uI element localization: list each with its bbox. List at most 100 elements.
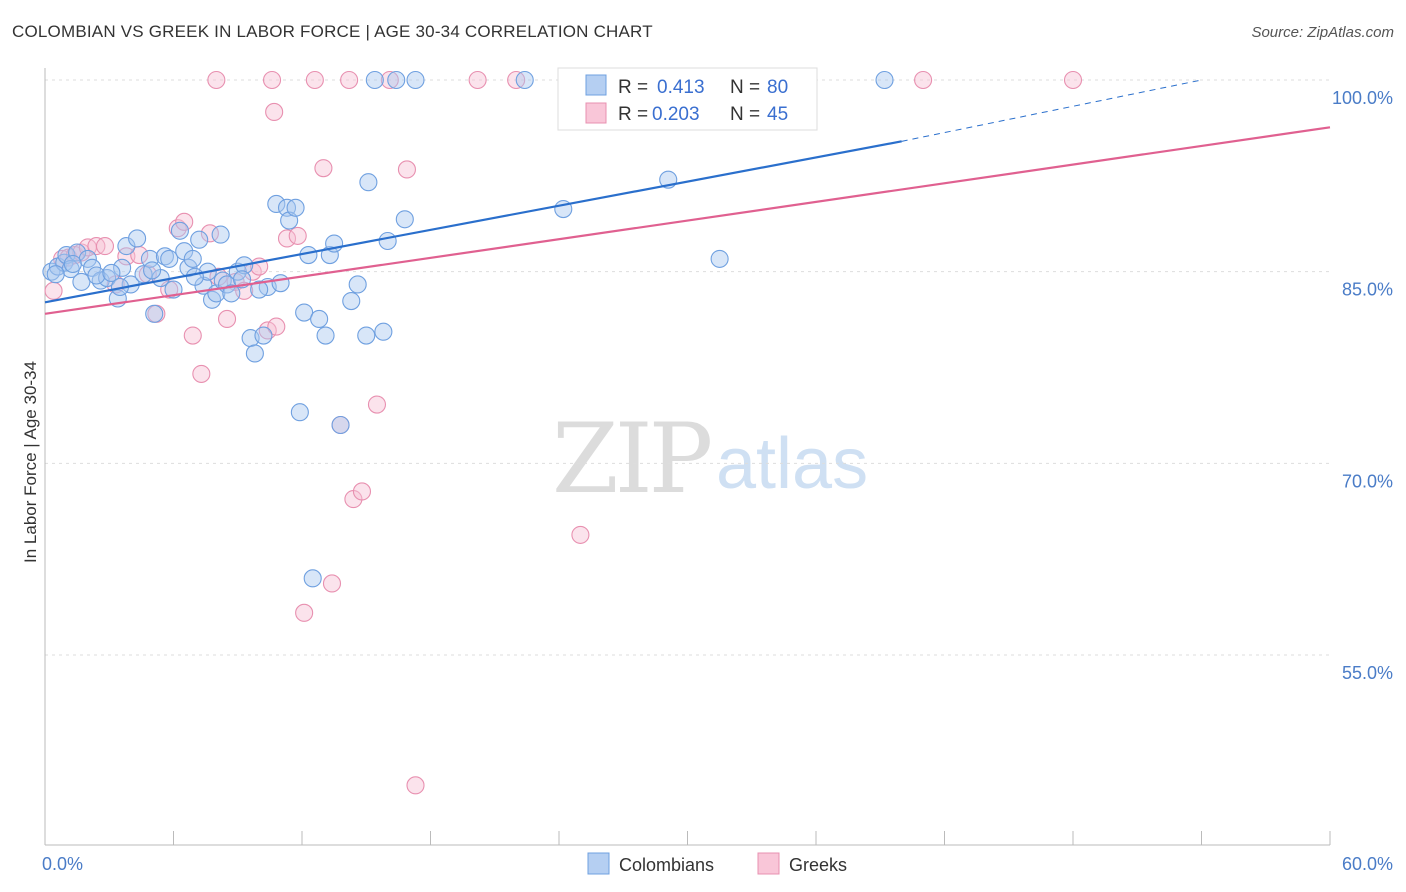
greek-point-46: [914, 70, 933, 90]
colombian-point-43: [271, 274, 290, 293]
watermark-atlas: atlas: [716, 424, 868, 504]
legend-n-label-greeks: N =: [730, 104, 760, 125]
legend-r-value-colombians: 0.413: [657, 77, 705, 98]
legend-swatch-colombians: [585, 74, 607, 96]
x-tick-label-1: 60.0%: [1342, 854, 1393, 874]
greek-point-43: [571, 525, 590, 544]
colombian-point-50: [303, 569, 322, 588]
tick-labels: 100.0% 85.0% 70.0% 55.0% 0.0% 60.0%: [42, 88, 1393, 874]
colombian-point-53: [320, 246, 339, 265]
colombian-point-15: [128, 229, 147, 248]
colombian-point-57: [348, 275, 367, 294]
colombian-point-59: [359, 173, 378, 192]
colombian-point-6: [72, 272, 91, 291]
bottom-legend-label-greeks: Greeks: [789, 855, 847, 875]
greek-point-31: [305, 70, 324, 90]
legend-n-label-colombians: N =: [730, 77, 760, 98]
greek-point-48: [207, 70, 226, 90]
bottom-legend-label-colombians: Colombians: [619, 855, 714, 875]
colombian-point-77: [185, 267, 204, 286]
greeks-trend-line: [44, 126, 1331, 315]
source-label: Source: ZipAtlas.com: [1251, 24, 1394, 41]
colombian-point-65: [406, 70, 425, 90]
greek-point-28: [277, 229, 297, 248]
greek-point-41: [468, 70, 487, 90]
greek-point-14: [168, 219, 187, 238]
colombian-point-69: [710, 249, 729, 268]
trend-lines: [44, 79, 1331, 315]
greek-point-27: [265, 102, 284, 121]
greek-point-33: [322, 574, 342, 593]
colombian-point-72: [63, 254, 82, 274]
greek-point-29: [288, 226, 307, 245]
colombian-point-46: [286, 198, 305, 217]
colombian-point-61: [374, 322, 393, 341]
colombian-point-18: [145, 304, 164, 323]
legend-r-label-colombians: R =: [618, 77, 648, 98]
colombian-point-76: [143, 261, 162, 280]
x-tick-label-0: 0.0%: [42, 854, 83, 874]
chart-title: COLOMBIAN VS GREEK IN LABOR FORCE | AGE …: [12, 22, 653, 41]
colombian-point-35: [222, 284, 241, 303]
colombian-point-58: [357, 326, 376, 345]
colombian-point-60: [365, 70, 384, 90]
axes: [44, 68, 1331, 846]
colombian-point-17: [140, 249, 159, 268]
legend-r-value-greeks: 0.203: [652, 104, 700, 125]
legend-n-value-colombians: 80: [767, 77, 788, 98]
colombians-trend-line: [44, 140, 902, 304]
colombian-point-79: [250, 280, 269, 299]
colombian-point-27: [190, 230, 209, 249]
colombian-point-47: [290, 403, 309, 422]
watermark-zip: ZIP: [552, 403, 711, 515]
colombian-point-73: [87, 266, 106, 285]
greek-point-9: [117, 247, 136, 266]
greek-point-37: [367, 395, 387, 414]
colombians-trend-extension: [901, 79, 1202, 142]
colombian-point-26: [183, 249, 202, 268]
colombian-point-3: [57, 246, 76, 265]
y-tick-label-1: 85.0%: [1342, 280, 1393, 300]
greek-point-26: [267, 317, 286, 336]
colombian-point-55: [331, 415, 350, 435]
greek-point-49: [262, 70, 282, 90]
correlation-legend: R = 0.413 N = 80 R = 0.203 N = 45: [557, 67, 818, 131]
colombian-point-32: [211, 225, 230, 244]
colombian-point-71: [46, 265, 65, 284]
greek-point-15: [175, 212, 194, 231]
series-legend: Colombians Greeks: [587, 852, 847, 875]
colombian-point-12: [113, 258, 132, 277]
colombian-point-64: [395, 210, 414, 229]
greek-point-38: [380, 70, 399, 90]
bottom-legend-swatch-colombians: [587, 852, 610, 875]
colombian-point-40: [254, 326, 273, 345]
colombian-point-62: [378, 231, 397, 251]
colombian-point-21: [160, 249, 179, 268]
colombian-point-74: [102, 263, 121, 282]
greeks-points: [44, 70, 1083, 795]
colombian-point-23: [170, 221, 189, 240]
greek-point-40: [406, 776, 425, 795]
legend-swatch-greeks: [585, 102, 607, 124]
greek-point-20: [217, 309, 237, 328]
y-tick-label-0: 100.0%: [1332, 88, 1393, 108]
greek-point-32: [314, 159, 333, 178]
colombian-point-51: [310, 309, 329, 328]
colombian-point-56: [342, 292, 361, 311]
greek-point-17: [192, 364, 211, 383]
colombian-point-5: [68, 243, 87, 262]
legend-n-value-greeks: 45: [767, 104, 788, 125]
colombian-point-63: [387, 70, 406, 90]
greek-point-16: [183, 326, 202, 345]
colombian-point-48: [295, 303, 314, 322]
colombian-point-52: [316, 326, 335, 345]
greek-point-36: [352, 482, 372, 501]
colombian-point-70: [875, 70, 894, 90]
colombians-points: [42, 70, 894, 588]
colombian-point-39: [245, 344, 264, 363]
greek-point-39: [397, 160, 416, 179]
greek-point-50: [340, 70, 359, 90]
greek-point-7: [95, 237, 115, 256]
greek-point-47: [1063, 70, 1083, 90]
